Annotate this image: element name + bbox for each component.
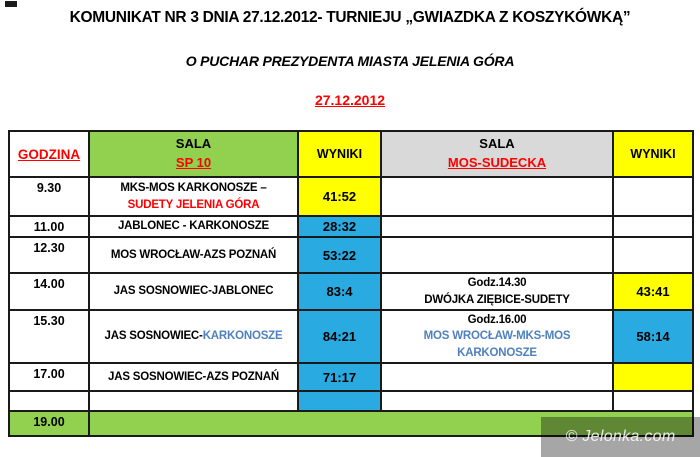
team-line: SUDETY JELENIA GÓRA [91, 197, 296, 213]
team-text: JAS SOSNOWIEC-JABLONEC [113, 285, 274, 298]
header-sala2-label: SALA [479, 136, 515, 152]
hall1-teams-cell: JAS SOSNOWIEC-KARKONOSZE [88, 309, 299, 364]
team-text: MOS WROCŁAW-MKS-MOS [423, 330, 571, 343]
time-cell: 9.30 [8, 176, 90, 217]
team-text: MKS-MOS KARKONOSZE – [120, 182, 267, 195]
result1-cell: 53:22 [297, 236, 382, 274]
result1-cell [297, 390, 382, 412]
watermark: © Jelonka.com [541, 417, 700, 457]
time-cell: 14.00 [8, 272, 90, 311]
result2-cell: 58:14 [612, 309, 694, 364]
table-row: 17.00 JAS SOSNOWIEC-AZS POZNAŃ 71:17 [8, 362, 694, 392]
page-subtitle: O PUCHAR PREZYDENTA MIASTA JELENIA GÓRA [185, 53, 515, 69]
result2-cell [612, 390, 694, 412]
result2-cell [612, 215, 694, 238]
result1-cell: 71:17 [297, 362, 382, 392]
header-sala1-label: SALA [175, 136, 212, 152]
team-text: Godz.16.00 [467, 314, 527, 327]
header-hall2-label: MOS-SUDECKA [447, 155, 547, 170]
result1-cell: 83:4 [297, 272, 382, 311]
result2-cell [612, 362, 694, 392]
header-godzina-label: GODZINA [17, 146, 81, 162]
team-line: JABLONEC - KARKONOSZE [91, 218, 296, 234]
team-text: KARKONOSZE [202, 330, 283, 343]
team-text: Godz.14.30 [467, 277, 527, 290]
team-line: Godz.14.30 [383, 275, 611, 291]
results-table: GODZINA SALA SP 10 WYNIKI SALA MOS-SUDEC… [8, 130, 694, 437]
team-text: MOS WROCŁAW-AZS POZNAŃ [110, 248, 277, 261]
team-line: MOS WROCŁAW-AZS POZNAŃ [91, 247, 296, 263]
result2-cell: 43:41 [612, 272, 694, 311]
final-row: 19.00 [8, 410, 694, 437]
final-merged-cell [88, 410, 694, 437]
time-cell [8, 390, 90, 412]
team-line: JAS SOSNOWIEC-KARKONOSZE [91, 328, 296, 344]
date-text: 27.12.2012 [314, 92, 386, 108]
hall1-teams-cell: MKS-MOS KARKONOSZE – SUDETY JELENIA GÓRA [88, 176, 299, 217]
hall2-teams-cell [380, 215, 614, 238]
hall1-teams-cell: MOS WROCŁAW-AZS POZNAŃ [88, 236, 299, 274]
header-cell-wyniki-2: WYNIKI [612, 130, 694, 178]
result2-cell [612, 176, 694, 217]
header-cell-sala-mos-sudecka: SALA MOS-SUDECKA [380, 130, 614, 178]
hall2-teams-cell: Godz.14.30 DWÓJKA ZIĘBICE-SUDETY [380, 272, 614, 311]
time-cell: 15.30 [8, 309, 90, 364]
team-line: JAS SOSNOWIEC-AZS POZNAŃ [91, 369, 296, 385]
watermark-text: © Jelonka.com [565, 428, 676, 445]
header-row: GODZINA SALA SP 10 WYNIKI SALA MOS-SUDEC… [8, 130, 694, 178]
header-wyniki2-label: WYNIKI [630, 147, 676, 161]
table-body: 9.30 MKS-MOS KARKONOSZE – SUDETY JELENIA G… [8, 176, 694, 437]
team-line: KARKONOSZE [383, 345, 611, 361]
hall1-teams-cell [88, 390, 299, 412]
team-line: MOS WROCŁAW-MKS-MOS [383, 328, 611, 344]
team-text: JAS SOSNOWIEC- [104, 330, 203, 343]
table-row: 14.00 JAS SOSNOWIEC-JABLONEC 83:4 Godz.14.3… [8, 272, 694, 311]
final-time-cell: 19.00 [8, 410, 90, 437]
date-heading: 27.12.2012 [0, 92, 700, 108]
result1-cell: 28:32 [297, 215, 382, 238]
header-cell-godzina: GODZINA [8, 130, 90, 178]
result1-cell: 84:21 [297, 309, 382, 364]
table-row [8, 390, 694, 412]
hall1-teams-cell: JAS SOSNOWIEC-JABLONEC [88, 272, 299, 311]
header-wyniki1-label: WYNIKI [316, 147, 363, 161]
time-cell: 11.00 [8, 215, 90, 238]
team-line: DWÓJKA ZIĘBICE-SUDETY [383, 292, 611, 308]
hall2-teams-cell [380, 362, 614, 392]
hall2-teams-cell [380, 176, 614, 217]
team-text: JABLONEC - KARKONOSZE [117, 220, 270, 233]
corner-mark [5, 1, 17, 7]
hall1-teams-cell: JABLONEC - KARKONOSZE [88, 215, 299, 238]
team-text: SUDETY JELENIA GÓRA [127, 198, 260, 211]
table-row: 9.30 MKS-MOS KARKONOSZE – SUDETY JELENIA G… [8, 176, 694, 217]
result2-cell [612, 236, 694, 274]
table-row: 11.00 JABLONEC - KARKONOSZE 28:32 [8, 215, 694, 238]
header-hall1-label: SP 10 [175, 155, 212, 170]
time-cell: 17.00 [8, 362, 90, 392]
team-text: JAS SOSNOWIEC-AZS POZNAŃ [108, 370, 279, 383]
header-cell-sala-sp10: SALA SP 10 [88, 130, 299, 178]
header-cell-wyniki-1: WYNIKI [297, 130, 382, 178]
team-line: MKS-MOS KARKONOSZE – [91, 180, 296, 196]
table-row: 15.30 JAS SOSNOWIEC-KARKONOSZE 84:21 Godz.1… [8, 309, 694, 364]
team-line: Godz.16.00 [383, 312, 611, 328]
team-line: JAS SOSNOWIEC-JABLONEC [91, 283, 296, 299]
result1-cell: 41:52 [297, 176, 382, 217]
team-text: DWÓJKA ZIĘBICE-SUDETY [424, 293, 570, 306]
hall2-teams-cell [380, 390, 614, 412]
time-cell: 12.30 [8, 236, 90, 274]
hall2-teams-cell [380, 236, 614, 274]
hall2-teams-cell: Godz.16.00 MOS WROCŁAW-MKS-MOS KARKONOSZE [380, 309, 614, 364]
team-text: KARKONOSZE [457, 346, 537, 359]
table-row: 12.30 MOS WROCŁAW-AZS POZNAŃ 53:22 [8, 236, 694, 274]
page-title: KOMUNIKAT NR 3 DNIA 27.12.2012- TURNIEJU… [69, 9, 631, 26]
hall1-teams-cell: JAS SOSNOWIEC-AZS POZNAŃ [88, 362, 299, 392]
